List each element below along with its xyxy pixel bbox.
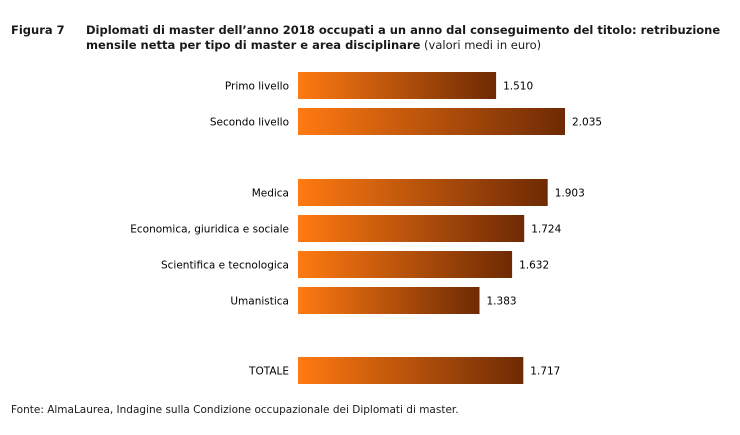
bar-2 — [298, 179, 548, 206]
value-label: 1.724 — [531, 224, 561, 236]
figure-title-main: Diplomati di master dell’anno 2018 occup… — [86, 23, 721, 52]
value-label: 1.383 — [487, 296, 517, 308]
category-label: Secondo livello — [210, 117, 289, 129]
category-label: Umanistica — [230, 296, 289, 308]
value-label: 2.035 — [572, 117, 602, 129]
category-label: Economica, giuridica e sociale — [130, 224, 289, 236]
figure-title: Diplomati di master dell’anno 2018 occup… — [86, 23, 726, 53]
bar-6 — [298, 357, 524, 384]
bar-5 — [298, 287, 480, 314]
bar-chart: Primo livello 1.510 Secondo livello 2.035 Me… — [130, 72, 602, 384]
source-note: Fonte: AlmaLaurea, Indagine sulla Condiz… — [11, 404, 459, 416]
bar-3 — [298, 215, 525, 242]
value-label: 1.903 — [555, 188, 585, 200]
category-label: Primo livello — [225, 81, 289, 93]
figure-title-units: (valori medi in euro) — [424, 38, 542, 52]
category-label: Scientifica e tecnologica — [161, 260, 289, 272]
value-label: 1.632 — [519, 260, 549, 272]
category-label: Medica — [252, 188, 289, 200]
figure-label: Figura 7 — [11, 23, 65, 37]
bar-0 — [298, 72, 497, 99]
category-label: TOTALE — [248, 366, 289, 378]
value-label: 1.510 — [503, 81, 533, 93]
bar-4 — [298, 251, 513, 278]
value-label: 1.717 — [530, 366, 560, 378]
bar-1 — [298, 108, 565, 135]
